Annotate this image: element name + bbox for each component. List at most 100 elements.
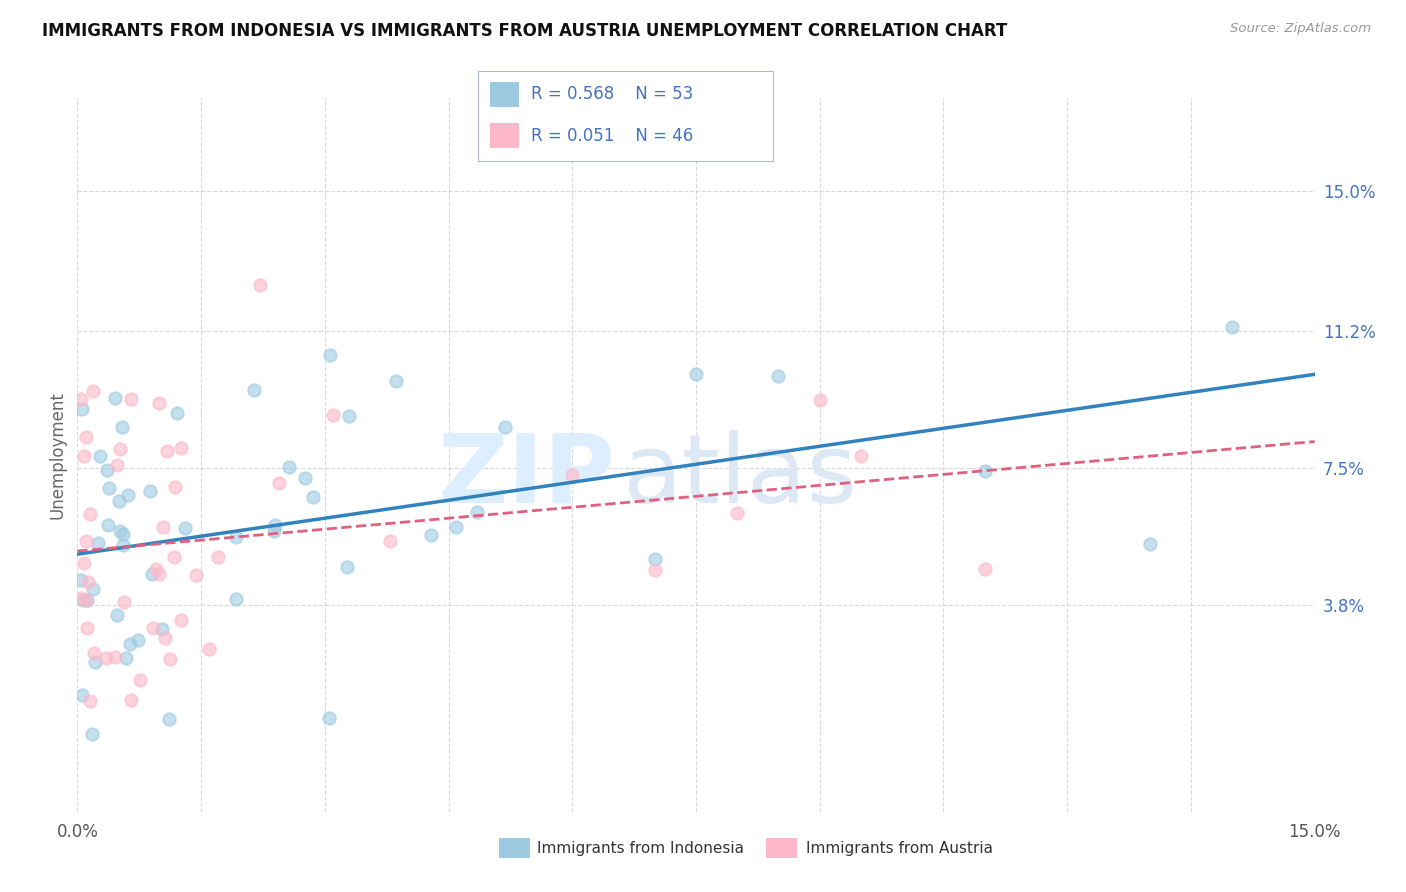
Point bbox=[108, 494, 131, 508]
Point bbox=[243, 383, 266, 397]
Point bbox=[83, 646, 105, 660]
Point bbox=[117, 487, 139, 501]
Point bbox=[141, 566, 163, 581]
Point bbox=[173, 520, 195, 534]
Bar bbox=[489, 123, 519, 148]
Point bbox=[70, 574, 93, 588]
Point bbox=[184, 567, 207, 582]
Point bbox=[225, 591, 247, 606]
Point bbox=[70, 688, 93, 702]
Point bbox=[1220, 320, 1243, 334]
Point bbox=[83, 656, 105, 670]
Point bbox=[82, 582, 104, 597]
Point bbox=[72, 402, 94, 417]
Point bbox=[112, 526, 135, 541]
Point bbox=[112, 538, 135, 552]
Point bbox=[337, 409, 360, 424]
Point bbox=[108, 442, 131, 456]
Point bbox=[87, 535, 110, 549]
Point bbox=[89, 449, 111, 463]
Point bbox=[70, 591, 93, 606]
Point bbox=[75, 593, 97, 607]
Point bbox=[82, 727, 104, 741]
Point bbox=[264, 517, 287, 532]
Point bbox=[112, 595, 135, 609]
Point bbox=[269, 475, 291, 490]
Point bbox=[249, 278, 271, 293]
Point bbox=[808, 393, 831, 408]
Point bbox=[446, 520, 468, 534]
Point bbox=[79, 694, 101, 708]
Point bbox=[294, 471, 316, 485]
Point bbox=[152, 520, 174, 534]
Point bbox=[378, 534, 401, 549]
Point bbox=[644, 563, 666, 577]
Point bbox=[163, 480, 186, 494]
Point bbox=[73, 449, 96, 463]
Point bbox=[104, 391, 127, 405]
Point bbox=[207, 550, 229, 565]
Point bbox=[111, 420, 134, 434]
Point bbox=[301, 491, 323, 505]
Point bbox=[336, 560, 359, 574]
Text: Immigrants from Austria: Immigrants from Austria bbox=[806, 841, 993, 855]
Point bbox=[104, 649, 127, 664]
Point bbox=[157, 712, 180, 726]
Point bbox=[145, 562, 167, 576]
Point bbox=[170, 442, 193, 456]
Text: Immigrants from Indonesia: Immigrants from Indonesia bbox=[537, 841, 744, 855]
Point bbox=[198, 642, 221, 657]
Point bbox=[70, 392, 93, 406]
Point bbox=[120, 392, 142, 406]
Point bbox=[644, 552, 666, 566]
Point bbox=[148, 567, 170, 582]
Point bbox=[150, 622, 173, 636]
Point bbox=[725, 506, 748, 520]
Point bbox=[159, 652, 181, 666]
Point bbox=[108, 524, 131, 539]
Text: IMMIGRANTS FROM INDONESIA VS IMMIGRANTS FROM AUSTRIA UNEMPLOYMENT CORRELATION CH: IMMIGRANTS FROM INDONESIA VS IMMIGRANTS … bbox=[42, 22, 1008, 40]
Point bbox=[973, 562, 995, 576]
Point bbox=[156, 444, 179, 458]
Text: Source: ZipAtlas.com: Source: ZipAtlas.com bbox=[1230, 22, 1371, 36]
Point bbox=[118, 637, 141, 651]
Point bbox=[127, 633, 149, 648]
Point bbox=[76, 593, 98, 607]
Point bbox=[73, 556, 96, 570]
Point bbox=[465, 505, 488, 519]
Text: R = 0.568    N = 53: R = 0.568 N = 53 bbox=[531, 85, 693, 103]
Point bbox=[685, 367, 707, 381]
Point bbox=[420, 528, 443, 542]
Point bbox=[115, 651, 138, 665]
Point bbox=[153, 631, 176, 645]
Point bbox=[263, 524, 285, 538]
Point bbox=[75, 534, 97, 549]
Point bbox=[973, 464, 995, 478]
Point bbox=[278, 460, 301, 475]
Point bbox=[82, 384, 104, 398]
Point bbox=[561, 468, 583, 483]
Point bbox=[105, 607, 128, 622]
Point bbox=[96, 462, 118, 476]
Point bbox=[105, 458, 128, 472]
Point bbox=[768, 369, 790, 384]
Point bbox=[97, 518, 120, 533]
Point bbox=[139, 483, 162, 498]
Text: R = 0.051    N = 46: R = 0.051 N = 46 bbox=[531, 127, 693, 145]
Point bbox=[170, 613, 193, 627]
Point bbox=[166, 406, 188, 420]
Point bbox=[1139, 536, 1161, 550]
Point bbox=[148, 396, 170, 410]
Point bbox=[76, 621, 98, 635]
Point bbox=[162, 550, 184, 565]
Bar bbox=[489, 82, 519, 107]
Text: atlas: atlas bbox=[621, 430, 856, 523]
Point bbox=[318, 710, 340, 724]
Point bbox=[120, 693, 142, 707]
Point bbox=[77, 574, 100, 589]
Text: ZIP: ZIP bbox=[437, 430, 616, 523]
Y-axis label: Unemployment: Unemployment bbox=[48, 391, 66, 519]
Point bbox=[225, 530, 247, 544]
Point bbox=[76, 430, 98, 444]
Point bbox=[129, 673, 152, 687]
